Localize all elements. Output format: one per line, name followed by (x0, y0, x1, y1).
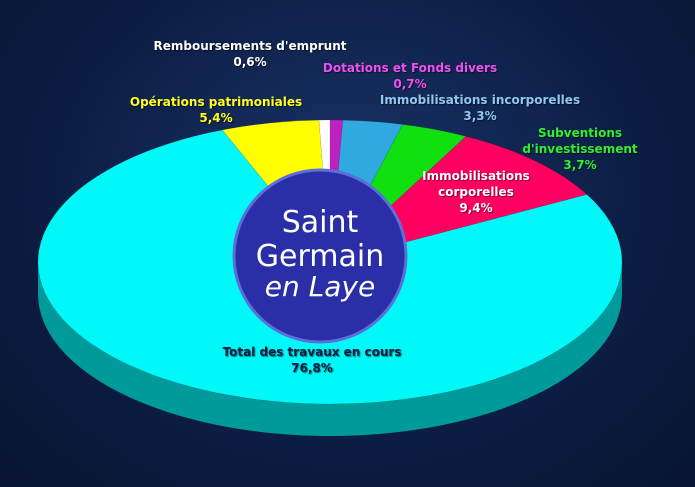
value-label: 9,4% (459, 201, 493, 215)
value-label: 3,3% (463, 109, 497, 123)
logo-text: Saint (282, 205, 359, 240)
category-label: Subventions d'investissement (522, 126, 638, 156)
data-label: Immobilisations corporelles 9,4% (416, 168, 536, 216)
logo-text: Germain (256, 239, 384, 274)
category-label: Immobilisations corporelles (422, 169, 530, 199)
logo-badge (232, 168, 408, 344)
data-label: Opérations patrimoniales 5,4% (130, 94, 302, 126)
data-label: Total des travaux en cours 76,8% (223, 344, 402, 376)
value-label: 5,4% (199, 111, 233, 125)
value-label: 0,7% (393, 77, 427, 91)
value-label: 76,8% (291, 361, 333, 375)
category-label: Remboursements d'emprunt (153, 39, 347, 53)
data-label: Subventions d'investissement 3,7% (522, 125, 637, 173)
data-label: Dotations et Fonds divers 0,7% (323, 60, 497, 92)
logo-text: en Laye (265, 270, 375, 303)
data-label: Immobilisations incorporelles 3,3% (380, 92, 580, 124)
category-label: Immobilisations incorporelles (379, 93, 581, 107)
category-label: Opérations patrimoniales (129, 95, 303, 109)
category-label: Dotations et Fonds divers (322, 61, 498, 75)
value-label: 0,6% (233, 55, 267, 69)
category-label: Total des travaux en cours (222, 345, 402, 359)
pie-side (38, 262, 622, 436)
data-label: Remboursements d'emprunt 0,6% (154, 38, 347, 70)
value-label: 3,7% (563, 158, 597, 172)
